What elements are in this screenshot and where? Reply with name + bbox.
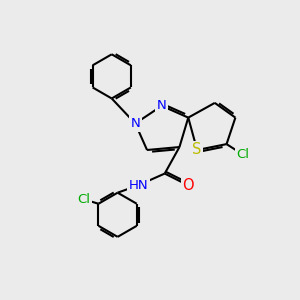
Text: S: S (192, 142, 202, 158)
Text: HN: HN (128, 179, 148, 192)
Text: N: N (130, 117, 140, 130)
Text: N: N (157, 99, 167, 112)
Text: Cl: Cl (236, 148, 249, 161)
Text: O: O (182, 178, 194, 193)
Text: Cl: Cl (77, 193, 90, 206)
